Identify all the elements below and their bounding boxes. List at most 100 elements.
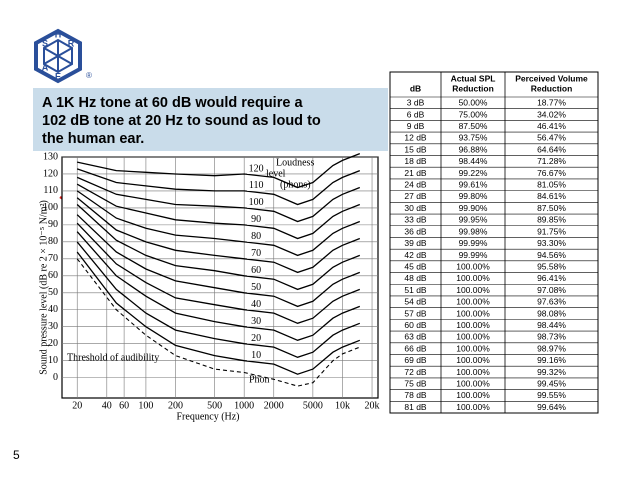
table-cell: 75.00%: [459, 109, 488, 119]
table-cell: 71.28%: [537, 156, 566, 166]
table-cell: 78 dB: [404, 390, 427, 400]
y-tick-label: 40: [48, 304, 58, 315]
curve: [76, 222, 361, 324]
curve-label-bg: [247, 247, 266, 259]
y-tick-label: 60: [48, 270, 58, 281]
table-cell: 99.99%: [459, 250, 488, 260]
table-cell: 69 dB: [404, 355, 427, 365]
callout-box: [33, 88, 388, 151]
logo-letter: R: [68, 38, 75, 48]
table-cell: 57 dB: [404, 308, 427, 318]
table-cell: 87.50%: [537, 203, 566, 213]
y-tick-label: 80: [48, 236, 58, 247]
table-cell: 60 dB: [404, 320, 427, 330]
table-cell: 100.00%: [456, 285, 490, 295]
x-tick-label: 1000: [234, 400, 254, 411]
table-cell: 72 dB: [404, 367, 427, 377]
table-cell: 21 dB: [404, 168, 427, 178]
legend-title: Loudness: [276, 157, 314, 168]
table-cell: 99.32%: [537, 367, 566, 377]
curve-label-bg: [247, 213, 266, 225]
x-tick-label: 10k: [335, 400, 350, 411]
table-cell: 24 dB: [404, 180, 427, 190]
table-cell: 45 dB: [404, 261, 427, 271]
curve-label: 40: [251, 299, 261, 310]
table-cell: 46.41%: [537, 121, 566, 131]
table-cell: 100.00%: [456, 273, 490, 283]
table-cell: 93.30%: [537, 238, 566, 248]
x-tick-label: 20k: [365, 400, 380, 411]
logo-letter: A: [42, 62, 49, 72]
curve-label: 60: [251, 265, 261, 276]
table-cell: 15 dB: [404, 144, 427, 154]
logo-letter: H: [55, 29, 62, 39]
table-cell: 98.73%: [537, 332, 566, 342]
curve: [76, 241, 361, 358]
table-cell: 96.41%: [537, 273, 566, 283]
table-cell: 99.99%: [459, 238, 488, 248]
curve-label-bg: [247, 196, 266, 208]
curve: [76, 251, 361, 375]
table-cell: 39 dB: [404, 238, 427, 248]
table-cell: 94.56%: [537, 250, 566, 260]
table-cell: 99.95%: [459, 215, 488, 225]
table-cell: 99.45%: [537, 378, 566, 388]
table-header: dB: [410, 83, 421, 93]
table-cell: 87.50%: [459, 121, 488, 131]
table-cell: 99.98%: [459, 226, 488, 236]
table-header: Perceived Volume: [515, 73, 588, 83]
curve: [76, 183, 361, 240]
logo-letter: E: [55, 71, 61, 81]
curve-label: 120: [249, 163, 264, 174]
callout-text: the human ear.: [42, 131, 144, 147]
table-cell: 98.44%: [459, 156, 488, 166]
logo-line: [43, 47, 73, 65]
curve-label-bg: [247, 298, 266, 310]
table-cell: 100.00%: [456, 390, 490, 400]
curve-label: 10: [251, 350, 261, 361]
curve: [76, 176, 361, 223]
table-cell: 99.22%: [459, 168, 488, 178]
table-cell: 76.67%: [537, 168, 566, 178]
table-cell: 100.00%: [456, 332, 490, 342]
x-axis-label: Frequency (Hz): [176, 411, 239, 422]
curve-label-bg: [247, 281, 266, 293]
y-tick-label: 0: [53, 372, 58, 383]
table-cell: 30 dB: [404, 203, 427, 213]
table-cell: 81 dB: [404, 402, 427, 412]
curve-label: 100: [249, 197, 264, 208]
table-header: Reduction: [452, 83, 494, 93]
curve-label-bg: [247, 162, 266, 174]
table-cell: 97.08%: [537, 285, 566, 295]
table-cell: 99.61%: [459, 180, 488, 190]
curve-label-bg: [247, 179, 266, 191]
table-cell: 100.00%: [456, 367, 490, 377]
table-cell: 95.58%: [537, 261, 566, 271]
legend-title: level: [266, 168, 286, 179]
y-axis-label: Sound pressure level (dB re 2 × 10⁻⁵ N/m…: [38, 200, 49, 375]
table-cell: 63 dB: [404, 332, 427, 342]
table-cell: 93.75%: [459, 133, 488, 143]
table-cell: 36 dB: [404, 226, 427, 236]
curve: [77, 152, 361, 189]
table-cell: 33 dB: [404, 215, 427, 225]
y-tick-label: 90: [48, 219, 58, 230]
callout-text: A 1K Hz tone at 60 dB would require a: [42, 95, 303, 111]
table-cell: 89.85%: [537, 215, 566, 225]
y-tick-label: 70: [48, 253, 58, 264]
y-tick-label: 10: [48, 355, 58, 366]
curve-label: 80: [251, 231, 261, 242]
table-cell: 97.63%: [537, 297, 566, 307]
callout-text: 102 dB tone at 20 Hz to sound as loud to: [42, 113, 321, 129]
table-cell: 98.08%: [537, 308, 566, 318]
table-header: Actual SPL: [451, 73, 496, 83]
logo-registered: ®: [86, 71, 92, 80]
table-cell: 99.80%: [459, 191, 488, 201]
table-cell: 6 dB: [407, 109, 425, 119]
table-cell: 18.77%: [537, 98, 566, 108]
x-tick-label: 100: [138, 400, 153, 411]
x-tick-label: 40: [102, 400, 112, 411]
table-cell: 81.05%: [537, 180, 566, 190]
